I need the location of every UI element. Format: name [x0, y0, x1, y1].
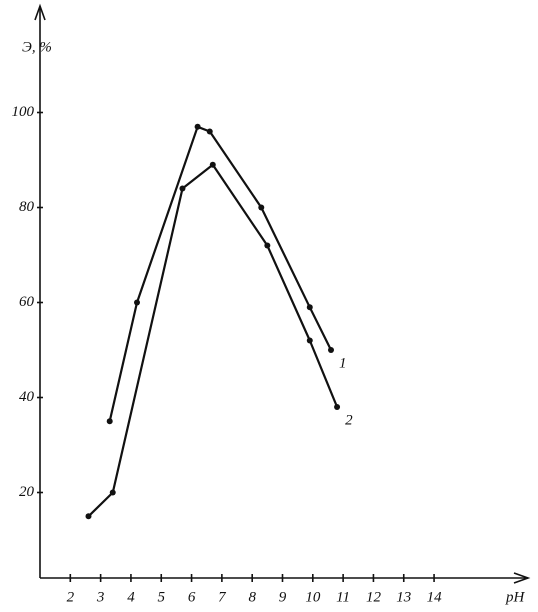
x-tick-label: 14	[427, 589, 443, 605]
y-axis-label: Э, %	[22, 39, 52, 55]
x-tick-label: 6	[188, 589, 196, 605]
data-point	[179, 185, 186, 192]
data-point	[194, 123, 201, 130]
x-axis-label: pH	[505, 589, 526, 605]
x-tick-label: 13	[396, 589, 411, 605]
y-axis-arrow	[34, 3, 46, 21]
y-tick-label: 20	[19, 484, 35, 500]
x-tick-label: 2	[67, 589, 75, 605]
series-line	[87, 163, 339, 518]
x-tick-label: 11	[336, 589, 350, 605]
x-tick-label: 5	[158, 589, 166, 605]
y-tick-label: 80	[19, 199, 35, 215]
x-tick-label: 4	[127, 589, 135, 605]
y-tick-label: 100	[12, 104, 35, 120]
data-point	[134, 299, 140, 306]
data-point	[264, 242, 271, 249]
data-point	[328, 347, 334, 353]
data-point	[258, 204, 265, 211]
x-tick-label: 9	[279, 589, 287, 605]
series-label: 1	[339, 355, 347, 371]
data-point	[206, 128, 213, 135]
x-tick-label: 3	[96, 589, 105, 605]
data-point	[109, 489, 116, 496]
data-point	[106, 418, 113, 425]
x-axis-arrow	[513, 572, 531, 584]
series-label: 2	[345, 412, 353, 428]
data-point	[209, 161, 216, 168]
x-tick-label: 12	[366, 589, 382, 605]
y-tick-label: 60	[19, 294, 35, 310]
data-point	[334, 404, 341, 410]
x-tick-label: 8	[248, 589, 256, 605]
x-tick-label: 7	[218, 589, 227, 605]
data-point	[85, 513, 92, 520]
x-tick-label: 10	[305, 589, 321, 605]
series-line	[108, 125, 332, 422]
data-point	[306, 337, 313, 344]
data-point	[306, 304, 313, 311]
y-tick-label: 40	[19, 389, 35, 405]
